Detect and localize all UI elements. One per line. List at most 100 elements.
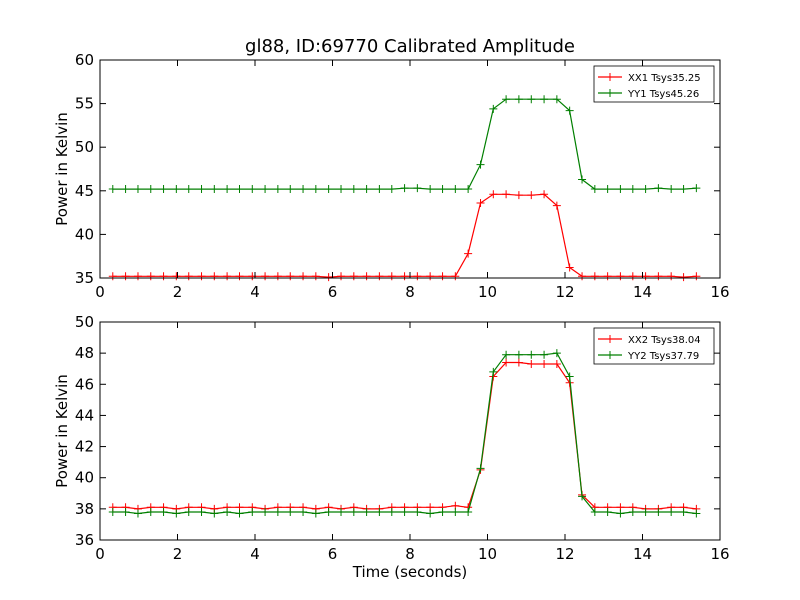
data-point <box>426 509 435 518</box>
data-point <box>679 507 688 516</box>
data-point <box>540 350 549 359</box>
legend-marker <box>606 335 614 343</box>
data-point <box>679 273 688 282</box>
data-point <box>133 185 142 194</box>
y-tick-label: 40 <box>75 225 94 243</box>
data-point <box>299 507 308 516</box>
data-point <box>654 184 663 193</box>
data-point <box>565 263 574 272</box>
data-point <box>337 272 346 281</box>
data-point <box>375 185 384 194</box>
data-point <box>324 185 333 194</box>
data-point <box>159 185 168 194</box>
data-point <box>603 185 612 194</box>
legend-entry: XX2 Tsys38.04 <box>628 335 701 346</box>
y-tick-label: 36 <box>75 531 94 549</box>
data-point <box>223 185 232 194</box>
y-tick-label: 35 <box>75 269 94 287</box>
data-point <box>578 492 587 501</box>
y-tick-label: 42 <box>75 438 94 456</box>
data-point <box>400 272 409 281</box>
data-point <box>273 507 282 516</box>
data-point <box>692 184 701 193</box>
data-point <box>387 272 396 281</box>
legend-marker <box>606 89 614 97</box>
data-point <box>692 509 701 518</box>
x-tick-label: 14 <box>633 283 652 301</box>
data-point <box>514 350 523 359</box>
data-point <box>565 106 574 115</box>
x-tick-label: 2 <box>173 283 183 301</box>
x-tick-label: 14 <box>633 545 652 563</box>
data-point <box>464 249 473 258</box>
data-point <box>223 507 232 516</box>
data-point <box>235 185 244 194</box>
data-point <box>172 509 181 518</box>
data-point <box>489 190 498 199</box>
data-point <box>527 360 536 369</box>
data-point <box>464 507 473 516</box>
data-point <box>184 272 193 281</box>
legend-marker <box>606 351 614 359</box>
data-point <box>527 350 536 359</box>
data-point <box>184 185 193 194</box>
data-point <box>590 507 599 516</box>
data-point <box>603 272 612 281</box>
legend-entry: XX1 Tsys35.25 <box>628 73 701 84</box>
data-point <box>337 185 346 194</box>
x-tick-label: 4 <box>250 283 260 301</box>
data-point <box>273 272 282 281</box>
data-point <box>667 185 676 194</box>
data-point <box>121 272 130 281</box>
data-point <box>159 272 168 281</box>
data-point <box>578 175 587 184</box>
data-point <box>438 507 447 516</box>
data-point <box>552 360 561 369</box>
x-tick-label: 0 <box>95 545 105 563</box>
data-point <box>349 272 358 281</box>
data-point <box>502 358 511 367</box>
data-point <box>311 272 320 281</box>
data-point <box>654 507 663 516</box>
data-point <box>261 507 270 516</box>
data-point <box>324 507 333 516</box>
y-tick-label: 38 <box>75 500 94 518</box>
data-point <box>628 185 637 194</box>
data-point <box>540 360 549 369</box>
data-point <box>413 184 422 193</box>
x-tick-label: 12 <box>555 545 574 563</box>
legend-marker <box>606 73 614 81</box>
data-point <box>362 272 371 281</box>
data-point <box>210 185 219 194</box>
y-tick-label: 50 <box>75 313 94 331</box>
data-point <box>514 191 523 200</box>
data-point <box>324 273 333 282</box>
data-point <box>349 185 358 194</box>
x-tick-label: 6 <box>328 545 338 563</box>
data-point <box>616 509 625 518</box>
x-tick-label: 0 <box>95 283 105 301</box>
data-point <box>387 507 396 516</box>
data-point <box>667 272 676 281</box>
data-point <box>184 507 193 516</box>
data-point <box>235 509 244 518</box>
legend-box <box>593 327 715 365</box>
x-tick-label: 16 <box>710 545 729 563</box>
data-point <box>159 507 168 516</box>
data-point <box>451 507 460 516</box>
legend-box <box>593 65 715 103</box>
data-point <box>590 185 599 194</box>
legend: XX1 Tsys35.25 YY1 Tsys45.26 <box>593 65 715 103</box>
data-point <box>197 507 206 516</box>
data-point <box>451 272 460 281</box>
data-point <box>400 507 409 516</box>
data-point <box>616 272 625 281</box>
data-point <box>362 185 371 194</box>
data-point <box>235 272 244 281</box>
data-point <box>679 185 688 194</box>
data-point <box>108 507 117 516</box>
data-point <box>337 507 346 516</box>
data-point <box>197 272 206 281</box>
x-tick-label: 10 <box>478 283 497 301</box>
data-point <box>476 199 485 208</box>
